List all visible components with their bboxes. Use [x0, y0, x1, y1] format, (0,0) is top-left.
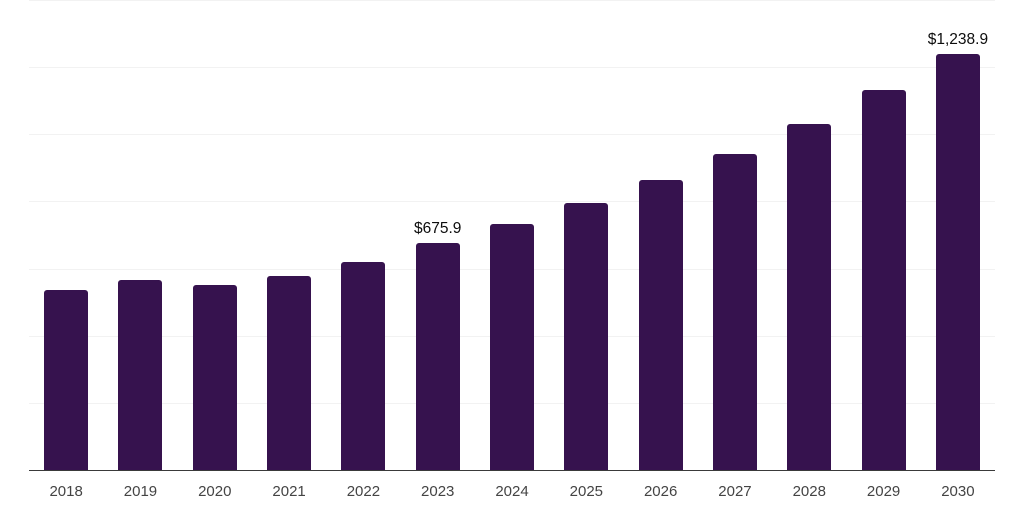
- bar-slot-2021: [252, 0, 326, 470]
- x-axis-labels: 2018 2019 2020 2021 2022 2023 2024 2025 2026 2027…: [29, 471, 995, 512]
- gridline-800: [29, 201, 995, 203]
- x-tick-2029: 2029: [866, 483, 901, 500]
- x-tick-2020: 2020: [198, 483, 232, 500]
- bar-2030: [935, 54, 980, 470]
- x-tick-2026: 2026: [643, 483, 678, 500]
- gridline-1200: [29, 67, 995, 69]
- bar-slot-2018: [29, 0, 103, 470]
- bar-value-label-2030: $1,238.9: [927, 30, 989, 48]
- bar-slot-2026: [624, 0, 698, 470]
- bar-2019: [118, 279, 163, 470]
- x-tick-2028: 2028: [792, 483, 826, 500]
- bar-2022: [341, 261, 386, 470]
- bar-2018: [44, 289, 89, 470]
- x-tick-2018: 2018: [49, 483, 83, 500]
- gridline-1000: [29, 134, 995, 136]
- x-tick-2025: 2025: [569, 483, 604, 500]
- bar-slot-2029: [846, 0, 920, 470]
- bar-slot-2024: [475, 0, 549, 470]
- bar-2027: [712, 153, 757, 470]
- bar-slot-2030: $1,238.9: [921, 0, 995, 470]
- bar-2029: [861, 90, 906, 470]
- x-tick-2023: 2023: [421, 483, 455, 500]
- bar-slot-2027: [698, 0, 772, 470]
- x-tick-2019: 2019: [123, 483, 158, 500]
- bar-2023: [415, 243, 460, 470]
- x-tick-2027: 2027: [718, 483, 752, 500]
- x-tick-2024: 2024: [495, 483, 529, 500]
- x-tick-2022: 2022: [346, 483, 381, 500]
- x-tick-2021: 2021: [272, 483, 306, 500]
- bar-slot-2020: [178, 0, 252, 470]
- bar-2024: [490, 223, 535, 470]
- x-tick-2030: 2030: [941, 483, 975, 500]
- bar-2020: [192, 284, 237, 470]
- bar-2025: [564, 202, 609, 470]
- bar-value-label-2023: $675.9: [414, 219, 462, 237]
- x-axis-line: [29, 469, 995, 471]
- bar-slot-2022: [326, 0, 400, 470]
- bar-2021: [267, 275, 312, 470]
- bars: $675.9 $1,238.9: [29, 0, 995, 470]
- bar-slot-2025: [549, 0, 623, 470]
- bar-2028: [787, 123, 832, 470]
- bar-slot-2019: [103, 0, 177, 470]
- bar-slot-2028: [772, 0, 846, 470]
- plot-area: $675.9 $1,238.9: [29, 0, 995, 471]
- bar-2026: [638, 179, 683, 470]
- bar-slot-2023: $675.9: [401, 0, 475, 470]
- gridline-1400: [29, 0, 995, 1]
